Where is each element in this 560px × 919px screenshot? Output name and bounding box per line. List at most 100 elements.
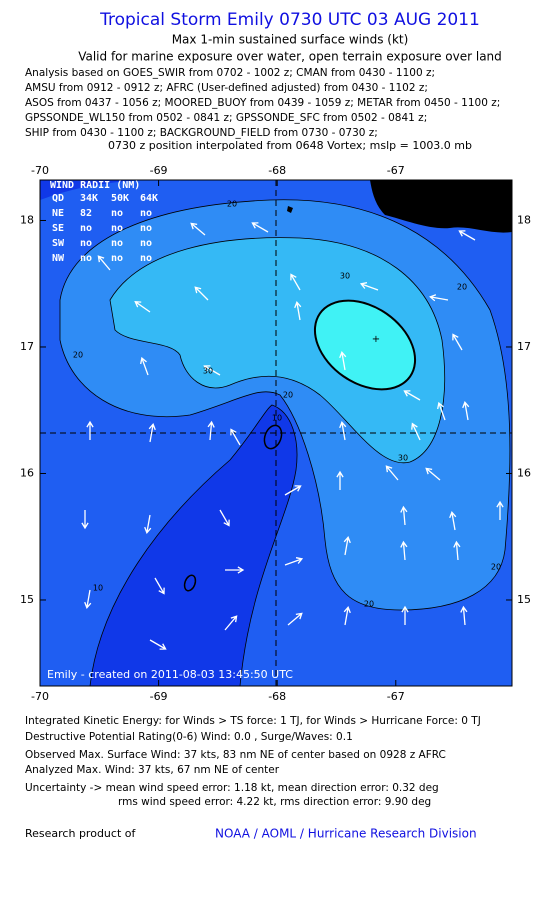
org-credit[interactable]: NOAA / AOML / Hurricane Research Divisio… — [215, 827, 477, 841]
wind-arrow — [140, 356, 149, 376]
zone-lt10 — [89, 404, 298, 686]
y-tick-label: 15 — [517, 593, 531, 606]
wind-arrow — [429, 294, 449, 302]
wind-radii-table: WIND RADII (NM) QD 34K 50K 64K NE 82 no no SE no no… — [50, 180, 158, 264]
contour-label: 20 — [364, 600, 374, 609]
center-contour — [263, 424, 283, 450]
radii-cell: no — [80, 253, 92, 264]
contour-label: 20 — [283, 391, 293, 400]
wind-arrow — [290, 273, 301, 291]
contour-label: 20 — [227, 200, 237, 209]
wind-arrow — [203, 365, 221, 376]
y-tick-label: 18 — [20, 213, 34, 226]
analysis-line: SHIP from 0430 - 1100 z; BACKGROUND_FIEL… — [25, 127, 378, 139]
wind-arrow — [359, 282, 379, 291]
wind-arrow — [449, 511, 457, 531]
wind-arrow — [437, 401, 446, 421]
wind-arrow — [453, 540, 461, 561]
y-tick-label: 17 — [517, 340, 531, 353]
radii-cell: SW — [52, 238, 65, 249]
watermark: Emily - created on 2011-08-03 13:45:50 U… — [47, 668, 293, 681]
wind-arrow — [343, 536, 351, 556]
radii-cell: no — [140, 238, 152, 249]
analysis-line: GPSSONDE_WL150 from 0502 - 0841 z; GPSSO… — [25, 112, 427, 124]
wind-arrows — [81, 222, 504, 650]
contour-label: 20 — [73, 351, 83, 360]
x-tick-label: -67 — [387, 164, 405, 177]
contour-label: 30 — [203, 367, 213, 376]
footer: Integrated Kinetic Energy: for Winds > T… — [25, 715, 481, 808]
x-tick-label: -69 — [150, 690, 168, 703]
radii-cell: SE — [52, 223, 64, 234]
max-wind-zone — [313, 299, 417, 391]
island — [370, 180, 512, 233]
position-note: 0730 z position interpolated from 0648 V… — [108, 139, 472, 152]
y-tick-label: 15 — [20, 593, 34, 606]
analysis-line: ASOS from 0437 - 1056 z; MOORED_BUOY fro… — [25, 97, 500, 109]
wind-arrow — [403, 390, 421, 401]
footer-line: Destructive Potential Rating(0-6) Wind: … — [25, 731, 353, 743]
x-tick-label: -67 — [387, 690, 405, 703]
x-tick-label: -68 — [268, 690, 286, 703]
x-tick-label: -69 — [150, 164, 168, 177]
radii-cell: no — [140, 208, 152, 219]
contour-label: 10 — [272, 414, 282, 423]
wind-arrow — [294, 301, 302, 321]
x-tick-label: -68 — [268, 164, 286, 177]
wind-arrow — [411, 422, 421, 441]
radii-cell: 82 — [80, 208, 92, 219]
zone-lt10 — [40, 180, 160, 200]
radii-title: WIND RADII (NM) — [50, 180, 140, 191]
wind-arrow — [284, 485, 302, 496]
max-wind-marker: + — [372, 334, 380, 345]
radii-header: 34K — [80, 193, 98, 204]
wind-arrow — [284, 557, 304, 566]
radii-cell: no — [111, 208, 123, 219]
title: Tropical Storm Emily 0730 UTC 03 AUG 201… — [99, 10, 480, 30]
wind-arrow — [400, 540, 408, 561]
radii-cell: no — [80, 238, 92, 249]
wind-arrow — [401, 605, 409, 625]
analysis-line: AMSU from 0912 - 0912 z; AFRC (User-defi… — [25, 82, 428, 94]
y-tick-label: 18 — [517, 213, 531, 226]
contour-label: 30 — [398, 454, 408, 463]
map: + 20 30 20 30 20 30 20 20 10 20 10 WIND RADII (NM)… — [40, 180, 512, 686]
footer-line: Observed Max. Surface Wind: 37 kts, 83 n… — [25, 749, 446, 761]
wind-arrow — [84, 589, 92, 609]
footer-line: rms wind speed error: 4.22 kt, rms direc… — [118, 796, 431, 808]
wind-arrow — [148, 423, 156, 443]
radii-cell: no — [111, 253, 123, 264]
wind-arrow — [452, 333, 463, 351]
x-tick-label: -70 — [31, 690, 49, 703]
analysis-line: Analysis based on GOES_SWIR from 0702 - … — [25, 67, 435, 79]
valid-note: Valid for marine exposure over water, op… — [78, 50, 502, 64]
wind-arrow — [97, 255, 111, 271]
islet — [287, 206, 293, 213]
wind-arrow — [385, 465, 399, 481]
wind-arrow — [339, 421, 347, 441]
wind-arrow — [219, 509, 230, 527]
wind-arrow — [81, 510, 89, 530]
radii-cell: no — [111, 238, 123, 249]
min-contour — [183, 574, 197, 592]
radii-cell: no — [140, 223, 152, 234]
contour-label: 20 — [491, 563, 501, 572]
wind-arrow — [462, 401, 470, 421]
footer-line: Analyzed Max. Wind: 37 kts, 67 nm NE of … — [25, 764, 280, 776]
radii-cell: NW — [52, 253, 65, 264]
wind-arrow — [194, 286, 209, 301]
wind-arrow — [190, 222, 206, 236]
contour-label: 20 — [457, 283, 467, 292]
wind-arrow — [458, 230, 476, 241]
wind-arrow — [149, 639, 167, 650]
map-frame — [39, 179, 513, 687]
research-label: Research product of — [25, 827, 136, 840]
wind-arrow — [336, 470, 344, 490]
wind-arrow — [287, 612, 303, 626]
contour-labels: 20 30 20 30 20 30 20 20 10 20 10 — [73, 200, 501, 609]
wind-arrow — [144, 514, 152, 534]
wind-arrow — [154, 577, 165, 595]
radii-cell: no — [111, 223, 123, 234]
